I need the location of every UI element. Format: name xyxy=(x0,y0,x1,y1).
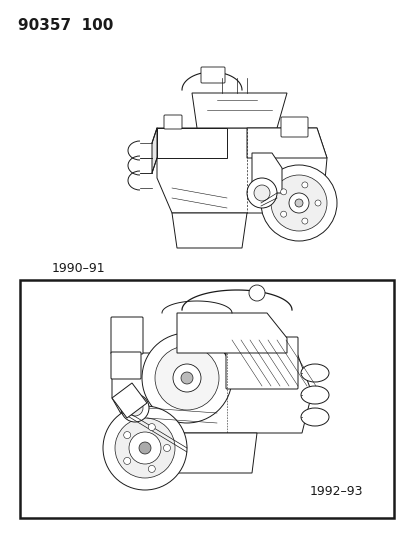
Circle shape xyxy=(142,333,231,423)
Polygon shape xyxy=(152,433,256,473)
FancyBboxPatch shape xyxy=(201,67,224,83)
FancyBboxPatch shape xyxy=(111,317,142,354)
Circle shape xyxy=(271,175,326,231)
Circle shape xyxy=(123,457,131,464)
Polygon shape xyxy=(171,213,247,248)
Circle shape xyxy=(115,418,175,478)
FancyBboxPatch shape xyxy=(111,352,141,379)
Bar xyxy=(20,280,393,518)
Polygon shape xyxy=(152,128,157,173)
FancyBboxPatch shape xyxy=(164,115,182,129)
Circle shape xyxy=(288,193,308,213)
Circle shape xyxy=(248,285,264,301)
Polygon shape xyxy=(157,128,226,158)
Ellipse shape xyxy=(300,408,328,426)
Circle shape xyxy=(294,199,302,207)
Text: 90357  100: 90357 100 xyxy=(18,18,113,33)
Text: 1990–91: 1990–91 xyxy=(52,262,105,275)
Circle shape xyxy=(314,200,320,206)
FancyBboxPatch shape xyxy=(280,117,307,137)
Polygon shape xyxy=(192,93,286,128)
Circle shape xyxy=(139,442,151,454)
Circle shape xyxy=(180,372,192,384)
Circle shape xyxy=(154,346,218,410)
Circle shape xyxy=(254,185,269,201)
Polygon shape xyxy=(112,353,311,433)
Circle shape xyxy=(301,182,307,188)
Polygon shape xyxy=(157,128,326,213)
Polygon shape xyxy=(247,128,326,158)
Circle shape xyxy=(260,165,336,241)
Polygon shape xyxy=(177,313,286,353)
Circle shape xyxy=(129,432,161,464)
Text: 1992–93: 1992–93 xyxy=(309,485,363,498)
FancyBboxPatch shape xyxy=(225,337,297,389)
Polygon shape xyxy=(252,153,281,193)
Circle shape xyxy=(301,218,307,224)
Circle shape xyxy=(121,394,149,422)
Circle shape xyxy=(103,406,187,490)
Circle shape xyxy=(247,178,276,208)
Circle shape xyxy=(163,445,170,451)
Ellipse shape xyxy=(300,386,328,404)
Circle shape xyxy=(123,432,131,439)
Circle shape xyxy=(148,465,155,472)
Ellipse shape xyxy=(300,364,328,382)
Circle shape xyxy=(280,211,286,217)
Circle shape xyxy=(173,364,201,392)
Circle shape xyxy=(148,424,155,431)
Circle shape xyxy=(127,400,142,416)
Circle shape xyxy=(280,189,286,195)
Polygon shape xyxy=(112,383,147,418)
